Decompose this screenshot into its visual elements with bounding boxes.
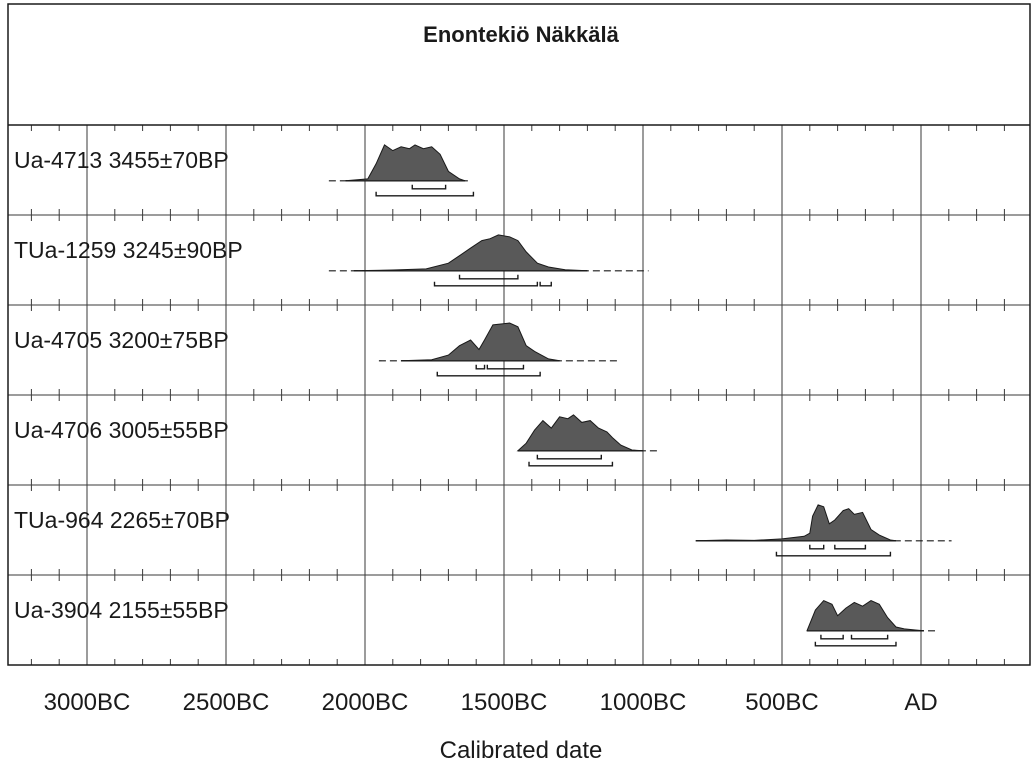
probability-distribution	[806, 599, 924, 632]
x-tick-label: AD	[904, 689, 937, 716]
x-axis-title: Calibrated date	[440, 737, 603, 764]
series-row: Ua-4713 3455±70BP	[14, 144, 475, 197]
probability-distribution	[353, 234, 588, 272]
range-bracket-1sigma	[458, 274, 519, 280]
range-bracket-1sigma	[475, 364, 486, 370]
range-bracket-2sigma	[528, 461, 614, 467]
range-bracket-1sigma	[486, 364, 525, 370]
range-bracket-2sigma	[814, 641, 897, 647]
series-row: TUa-964 2265±70BP	[14, 504, 952, 557]
range-bracket-2sigma	[375, 191, 475, 197]
series-label: Ua-4713 3455±70BP	[14, 147, 229, 173]
x-tick-label: 1000BC	[600, 689, 687, 716]
series-label: Ua-4706 3005±55BP	[14, 417, 229, 443]
x-axis-tick-labels: 3000BC 2500BC 2000BC 1500BC 1000BC 500BC AD	[44, 689, 938, 716]
probability-distribution	[695, 504, 897, 542]
series-row: Ua-4706 3005±55BP	[14, 414, 657, 467]
series-layer: Ua-4713 3455±70BP TUa-1259 3245±90BP Ua-47…	[14, 144, 952, 647]
range-bracket-2sigma	[433, 281, 539, 287]
range-bracket-1sigma	[850, 634, 889, 640]
probability-distribution	[516, 414, 644, 452]
chart-title: Enontekiö Näkkälä	[423, 22, 619, 47]
series-label: Ua-3904 2155±55BP	[14, 597, 229, 623]
series-row: Ua-3904 2155±55BP	[14, 597, 938, 647]
range-bracket-1sigma	[536, 454, 602, 460]
x-tick-label: 2000BC	[322, 689, 409, 716]
x-tick-label: 2500BC	[183, 689, 270, 716]
probability-distribution	[345, 144, 466, 182]
series-label: Ua-4705 3200±75BP	[14, 327, 229, 353]
x-tick-label: 500BC	[745, 689, 818, 716]
series-row: TUa-1259 3245±90BP	[14, 234, 649, 287]
range-bracket-1sigma	[834, 544, 867, 550]
x-tick-label: 1500BC	[461, 689, 548, 716]
chart-frame	[7, 3, 1031, 666]
series-label: TUa-964 2265±70BP	[14, 507, 230, 533]
range-bracket-1sigma	[411, 184, 447, 190]
series-label: TUa-1259 3245±90BP	[14, 237, 243, 263]
chart-border	[7, 3, 1031, 666]
range-bracket-2sigma	[436, 371, 541, 377]
range-bracket-2sigma	[539, 281, 552, 287]
range-bracket-1sigma	[820, 634, 844, 640]
grid-lines	[8, 125, 1030, 665]
series-row: Ua-4705 3200±75BP	[14, 322, 618, 377]
x-tick-label: 3000BC	[44, 689, 131, 716]
range-bracket-1sigma	[809, 544, 825, 550]
range-bracket-2sigma	[775, 551, 892, 557]
probability-distribution	[401, 322, 560, 362]
